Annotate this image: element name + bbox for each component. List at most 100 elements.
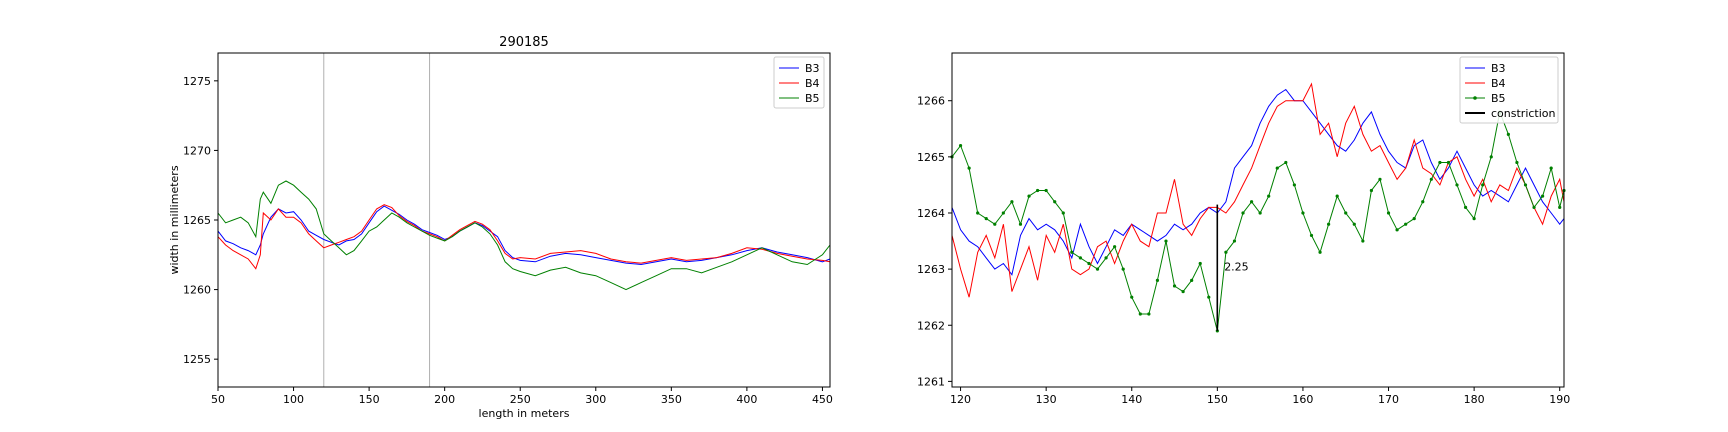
right-chart-b5-point bbox=[1181, 289, 1185, 294]
right-chart-series-b4-line bbox=[951, 82, 1565, 298]
left-chart-xtick-label: 300 bbox=[585, 393, 606, 406]
right-chart-legend: B3 B4 B5 constriction bbox=[1459, 56, 1559, 124]
right-chart-b5-point bbox=[1523, 183, 1528, 187]
right-chart-b5-point bbox=[1147, 312, 1151, 316]
right-chart-ytick-label: 1266 bbox=[917, 95, 945, 108]
right-chart-b5-point bbox=[1463, 205, 1468, 209]
right-chart-b5-point bbox=[1481, 183, 1485, 187]
right-chart-b5-point bbox=[1489, 155, 1493, 159]
right-chart-b5-point bbox=[1121, 267, 1125, 271]
right-chart-b5-point bbox=[1001, 211, 1005, 215]
left-chart-ylabel: width in millimeters bbox=[168, 165, 181, 274]
left-chart-xtick-label: 200 bbox=[434, 393, 455, 406]
left-chart-ytick-label: 1275 bbox=[183, 75, 211, 88]
right-chart-b5-point bbox=[1027, 194, 1031, 198]
right-chart-b5-point bbox=[1369, 188, 1374, 193]
left-chart: 290185 length in meters width in millime… bbox=[168, 35, 833, 420]
right-chart-b5-point bbox=[1318, 250, 1322, 254]
right-chart-b5-point bbox=[1113, 245, 1117, 249]
right-chart-b5-point bbox=[1207, 295, 1211, 299]
left-chart-ytick-label: 1265 bbox=[183, 214, 211, 227]
right-chart-b5-point bbox=[1078, 256, 1082, 260]
left-chart-reference-lines bbox=[323, 53, 431, 387]
right-chart-b5-point bbox=[1532, 205, 1536, 209]
right-chart-b5-point bbox=[1292, 183, 1296, 187]
right-chart-b5-point bbox=[1258, 211, 1262, 215]
right-chart-b5-point bbox=[1087, 261, 1091, 266]
right-chart-b5-point bbox=[1412, 216, 1416, 221]
left-chart-series-b5-line bbox=[217, 180, 831, 291]
right-chart-xtick-label: 140 bbox=[1121, 393, 1142, 406]
right-chart-b5-point bbox=[1190, 278, 1194, 282]
right-chart-xtick-label: 170 bbox=[1378, 393, 1399, 406]
left-chart-xtick-label: 450 bbox=[812, 393, 833, 406]
right-chart-b5-point bbox=[958, 144, 963, 148]
left-chart-xtick-label: 250 bbox=[510, 393, 531, 406]
right-chart-series-b3-line bbox=[951, 88, 1565, 276]
right-chart-b5-point bbox=[1446, 160, 1451, 165]
right-chart-b5-point bbox=[1138, 312, 1142, 316]
right-chart-ytick-label: 1263 bbox=[917, 263, 945, 276]
right-chart-ytick-label: 1261 bbox=[917, 375, 945, 388]
left-chart-series bbox=[217, 180, 831, 291]
left-chart-xtick-label: 100 bbox=[283, 393, 304, 406]
right-chart-frame bbox=[951, 52, 1565, 388]
right-chart-xtick-label: 120 bbox=[950, 393, 971, 406]
right-chart-b5-point bbox=[1472, 216, 1476, 221]
right-chart-b5-point bbox=[1558, 205, 1562, 209]
right-chart-b5-point bbox=[1361, 239, 1365, 243]
right-chart-b5-point bbox=[1172, 284, 1177, 288]
right-chart-b5-point bbox=[1095, 267, 1100, 271]
right-chart-b5-point bbox=[1301, 211, 1305, 215]
right-chart-b5-point bbox=[1267, 194, 1271, 198]
right-chart-b5-point bbox=[1284, 160, 1288, 165]
right-chart-annotation: 2.25 bbox=[1224, 260, 1249, 273]
right-chart-legend-label-b3: B3 bbox=[1491, 62, 1506, 75]
right-chart-b5-point bbox=[1232, 239, 1237, 243]
right-chart-xtick-label: 150 bbox=[1207, 393, 1228, 406]
left-chart-ytick-label: 1270 bbox=[183, 144, 211, 157]
right-chart-b5-point bbox=[1061, 211, 1065, 215]
right-chart-b5-point bbox=[1438, 160, 1442, 165]
left-chart-legend-label-b3: B3 bbox=[805, 62, 820, 75]
right-chart-b5-point bbox=[1541, 194, 1545, 198]
right-chart-legend-label-constriction: constriction bbox=[1491, 107, 1556, 120]
right-chart-b5-point bbox=[993, 222, 997, 226]
left-chart-ytick-label: 1260 bbox=[183, 284, 211, 297]
right-chart-b5-point bbox=[1224, 250, 1228, 254]
right-chart-ytick-label: 1265 bbox=[917, 151, 945, 164]
left-chart-legend: B3 B4 B5 bbox=[773, 56, 825, 109]
left-chart-legend-label-b4: B4 bbox=[805, 77, 820, 90]
right-chart-b5-point bbox=[1018, 222, 1023, 226]
right-chart-legend-marker bbox=[1473, 96, 1477, 100]
left-chart-series-b3-line bbox=[217, 205, 831, 266]
left-chart-xlabel: length in meters bbox=[479, 407, 570, 420]
left-chart-frame bbox=[217, 52, 831, 388]
right-chart-b5-point bbox=[1335, 194, 1339, 198]
left-chart-xtick-label: 350 bbox=[661, 393, 682, 406]
right-chart-b5-point bbox=[1421, 200, 1425, 204]
left-chart-xtick-label: 150 bbox=[359, 393, 380, 406]
right-chart-ytick-label: 1264 bbox=[917, 207, 945, 220]
right-chart-b5-point bbox=[967, 166, 971, 170]
right-chart-b5-point bbox=[1455, 183, 1459, 187]
left-chart-legend-label-b5: B5 bbox=[805, 92, 820, 105]
right-chart-b5-point bbox=[1070, 250, 1074, 254]
right-chart-b5-point bbox=[1198, 261, 1202, 266]
right-chart-legend-box bbox=[1459, 56, 1559, 124]
left-chart-xtick-label: 400 bbox=[736, 393, 757, 406]
right-chart-b5-point bbox=[1010, 200, 1014, 204]
right-chart-b5-point bbox=[1035, 188, 1040, 193]
right-chart-b5-point bbox=[1352, 222, 1356, 226]
left-chart-ytick-label: 1255 bbox=[183, 353, 211, 366]
right-chart-b5-point bbox=[1275, 166, 1279, 170]
right-chart-xtick-label: 180 bbox=[1464, 393, 1485, 406]
right-chart-b5-point bbox=[1164, 239, 1168, 243]
right-chart-b5-point bbox=[1241, 211, 1245, 215]
right-chart-annotations: 2.25 bbox=[1224, 260, 1249, 273]
right-chart-legend-label-b5: B5 bbox=[1491, 92, 1506, 105]
right-chart-ytick-label: 1262 bbox=[917, 319, 945, 332]
left-chart-axes: 50 100 150 200 250 300 350 400 450 1255 1260 1265 12… bbox=[183, 75, 833, 406]
right-chart-b5-point bbox=[1515, 160, 1519, 165]
